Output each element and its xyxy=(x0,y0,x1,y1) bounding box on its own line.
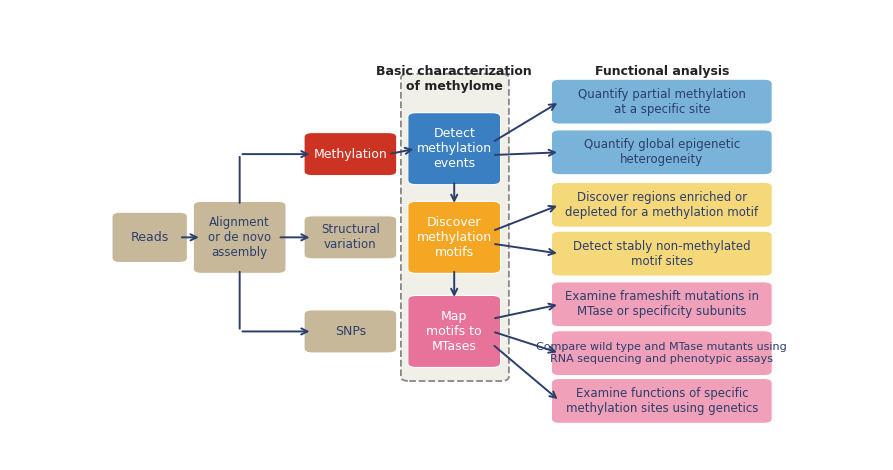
Text: Quantify global epigenetic
heterogeneity: Quantify global epigenetic heterogeneity xyxy=(584,138,740,166)
Text: Structural
variation: Structural variation xyxy=(321,223,380,251)
Text: Compare wild type and MTase mutants using
RNA sequencing and phenotypic assays: Compare wild type and MTase mutants usin… xyxy=(537,342,788,364)
FancyBboxPatch shape xyxy=(408,113,501,185)
Text: Map
motifs to
MTases: Map motifs to MTases xyxy=(426,310,482,353)
FancyBboxPatch shape xyxy=(112,212,188,263)
FancyBboxPatch shape xyxy=(552,282,772,327)
FancyBboxPatch shape xyxy=(304,133,396,176)
FancyBboxPatch shape xyxy=(552,331,772,376)
Text: Functional analysis: Functional analysis xyxy=(595,65,729,78)
FancyBboxPatch shape xyxy=(552,182,772,227)
Text: SNPs: SNPs xyxy=(335,325,366,338)
Text: Basic characterization
of methylome: Basic characterization of methylome xyxy=(376,65,532,94)
Text: Reads: Reads xyxy=(130,231,169,244)
Text: Alignment
or de novo
assembly: Alignment or de novo assembly xyxy=(208,216,271,259)
FancyBboxPatch shape xyxy=(552,378,772,423)
FancyBboxPatch shape xyxy=(408,201,501,274)
FancyBboxPatch shape xyxy=(304,310,396,353)
Text: Detect
methylation
events: Detect methylation events xyxy=(417,127,492,170)
Text: Methylation: Methylation xyxy=(313,148,388,161)
FancyBboxPatch shape xyxy=(408,296,501,368)
FancyBboxPatch shape xyxy=(193,201,286,274)
Text: Discover regions enriched or
depleted for a methylation motif: Discover regions enriched or depleted fo… xyxy=(565,191,758,219)
FancyBboxPatch shape xyxy=(552,231,772,276)
FancyBboxPatch shape xyxy=(304,216,396,259)
FancyBboxPatch shape xyxy=(552,130,772,175)
Text: Detect stably non-methylated
motif sites: Detect stably non-methylated motif sites xyxy=(573,240,751,267)
Text: Quantify partial methylation
at a specific site: Quantify partial methylation at a specif… xyxy=(578,87,746,116)
FancyBboxPatch shape xyxy=(552,79,772,124)
Text: Examine frameshift mutations in
MTase or specificity subunits: Examine frameshift mutations in MTase or… xyxy=(565,290,759,318)
Text: Examine functions of specific
methylation sites using genetics: Examine functions of specific methylatio… xyxy=(565,387,758,415)
FancyBboxPatch shape xyxy=(401,74,509,381)
Text: Discover
methylation
motifs: Discover methylation motifs xyxy=(417,216,492,259)
